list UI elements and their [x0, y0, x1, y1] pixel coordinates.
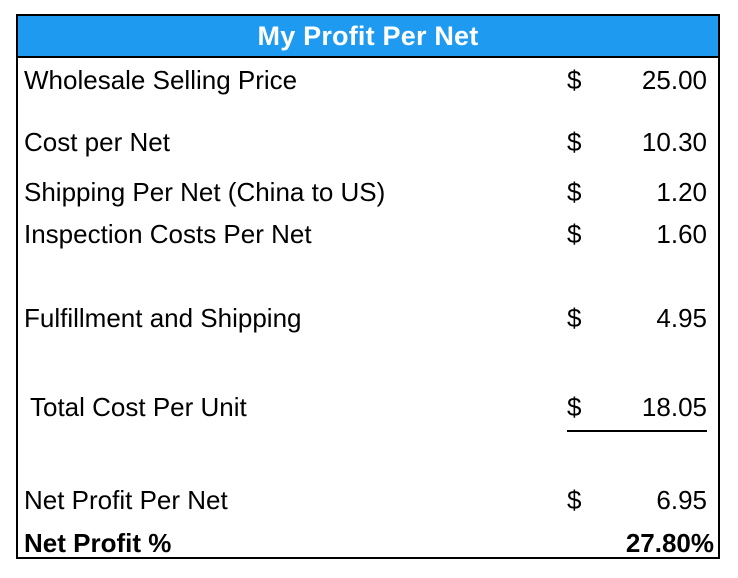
row-shipping-per-net: Shipping Per Net (China to US) $ 1.20	[18, 172, 718, 212]
row-label: Cost per Net	[24, 127, 170, 157]
row-label: Fulfillment and Shipping	[24, 303, 302, 333]
row-amount: 18.05	[641, 392, 707, 422]
row-fulfillment-and-shipping: Fulfillment and Shipping $ 4.95	[18, 298, 718, 338]
row-total-cost-per-unit: Total Cost Per Unit $ 18.05	[18, 387, 718, 427]
currency-symbol: $	[567, 485, 582, 515]
row-cost-per-net: Cost per Net $ 10.30	[18, 122, 718, 162]
row-net-profit-percent: Net Profit % 27.80%	[18, 523, 718, 563]
row-label: Shipping Per Net (China to US)	[24, 177, 386, 207]
row-wholesale-selling-price: Wholesale Selling Price $ 25.00	[18, 60, 718, 100]
row-label: Net Profit %	[24, 528, 172, 558]
currency-symbol: $	[567, 127, 582, 157]
currency-symbol: $	[567, 177, 582, 207]
currency-symbol: $	[567, 392, 582, 422]
row-label: Wholesale Selling Price	[24, 65, 298, 95]
total-underline	[567, 430, 707, 432]
table-title: My Profit Per Net	[257, 20, 479, 51]
row-net-profit-per-net: Net Profit Per Net $ 6.95	[18, 480, 718, 520]
row-amount: 1.20	[656, 177, 707, 207]
row-inspection-costs: Inspection Costs Per Net $ 1.60	[18, 214, 718, 254]
row-amount: 6.95	[656, 485, 707, 515]
row-amount: 25.00	[641, 65, 707, 95]
currency-symbol: $	[567, 303, 582, 333]
row-label: Total Cost Per Unit	[30, 392, 247, 422]
row-amount: 1.60	[656, 219, 707, 249]
table-header: My Profit Per Net	[18, 16, 718, 58]
row-label: Inspection Costs Per Net	[24, 219, 312, 249]
row-amount: 27.80%	[625, 528, 714, 558]
currency-symbol: $	[567, 219, 582, 249]
profit-table: My Profit Per Net Wholesale Selling Pric…	[16, 14, 720, 559]
row-label: Net Profit Per Net	[24, 485, 228, 515]
currency-symbol: $	[567, 65, 582, 95]
row-amount: 4.95	[656, 303, 707, 333]
row-amount: 10.30	[641, 127, 707, 157]
